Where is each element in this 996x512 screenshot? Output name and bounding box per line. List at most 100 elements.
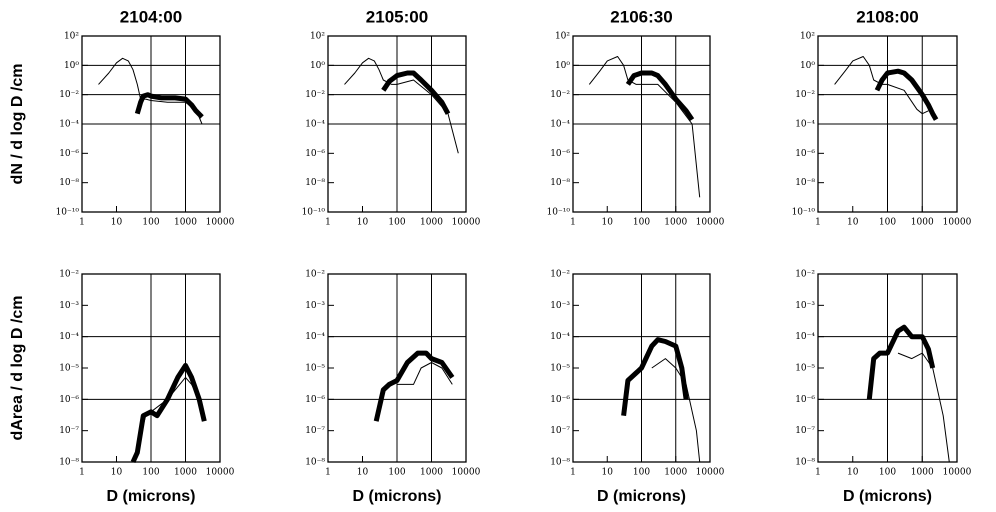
x-tick-label: 10000 (206, 218, 235, 228)
x-tick-label: 10000 (452, 218, 481, 228)
y-tick-label: 10⁻⁴ (305, 120, 325, 130)
y-tick-label: 10⁻⁷ (59, 426, 79, 436)
y-tick-label: 10⁻¹⁰ (56, 208, 80, 218)
y-tick-label: 10⁻⁸ (59, 178, 79, 188)
data-line (621, 337, 689, 417)
x-tick-label: 100 (633, 468, 650, 478)
x-tick-label: 10 (602, 468, 614, 478)
y-tick-label: 10⁻³ (550, 301, 570, 311)
x-tick-label: 10 (847, 468, 859, 478)
y-tick-label: 10⁻² (305, 90, 325, 100)
x-tick-label: 1 (79, 468, 85, 478)
y-tick-label: 10⁻² (59, 90, 79, 100)
y-tick-label: 10⁻¹⁰ (302, 208, 326, 218)
x-tick-label: 1000 (174, 218, 197, 228)
x-tick-label: 1000 (420, 218, 443, 228)
y-tick-label: 10⁻⁶ (550, 149, 570, 159)
data-line (381, 70, 451, 115)
x-axis-label: D (microns) (843, 488, 932, 505)
y-tick-label: 10⁻⁸ (305, 178, 325, 188)
x-tick-label: 10000 (943, 218, 972, 228)
x-tick-label: 10 (602, 218, 614, 228)
y-tick-label: 10⁻² (59, 270, 79, 280)
x-tick-label: 100 (879, 468, 896, 478)
y-tick-label: 10⁻⁷ (305, 426, 325, 436)
y-tick-label: 10⁻⁶ (305, 149, 325, 159)
y-tick-label: 10⁻² (795, 270, 815, 280)
y-tick-label: 10⁻⁴ (305, 332, 325, 342)
y-tick-label: 10⁻⁴ (550, 120, 570, 130)
x-tick-label: 10 (357, 468, 369, 478)
x-axis-label: D (microns) (353, 488, 442, 505)
data-line (625, 70, 695, 122)
y-tick-label: 10² (800, 32, 815, 42)
data-line (866, 324, 936, 400)
y-tick-label: 10⁻³ (795, 301, 815, 311)
chart-title: 2106:30 (610, 7, 672, 26)
y-tick-label: 10⁻⁷ (795, 426, 815, 436)
x-tick-label: 100 (142, 468, 159, 478)
y-tick-label: 10² (310, 32, 325, 42)
y-tick-label: 10⁻² (550, 90, 570, 100)
y-tick-label: 10⁻⁸ (795, 458, 815, 468)
x-tick-label: 100 (879, 218, 896, 228)
data-line (874, 68, 939, 121)
data-line (344, 57, 459, 154)
x-tick-label: 1 (570, 218, 576, 228)
data-line (897, 352, 950, 463)
x-tick-label: 1000 (664, 218, 687, 228)
x-tick-label: 1000 (174, 468, 197, 478)
y-axis-label: dArea / d log D /cm (9, 296, 26, 441)
x-tick-label: 1000 (911, 468, 934, 478)
x-tick-label: 1000 (911, 218, 934, 228)
x-tick-label: 100 (633, 218, 650, 228)
x-tick-label: 10 (111, 218, 123, 228)
x-axis-label: D (microns) (107, 488, 196, 505)
x-tick-label: 10000 (452, 468, 481, 478)
chart-title: 2104:00 (120, 7, 182, 26)
y-tick-label: 10⁻⁶ (795, 149, 815, 159)
y-tick-label: 10⁻² (795, 90, 815, 100)
x-tick-label: 10000 (943, 468, 972, 478)
x-tick-label: 10 (847, 218, 859, 228)
y-tick-label: 10⁻⁶ (550, 395, 570, 405)
x-tick-label: 1 (79, 218, 85, 228)
y-tick-label: 10⁻³ (305, 301, 325, 311)
x-tick-label: 1 (570, 468, 576, 478)
y-tick-label: 10⁻⁸ (59, 458, 79, 468)
y-tick-label: 10⁰ (64, 61, 79, 71)
x-tick-label: 10 (111, 468, 123, 478)
y-tick-label: 10⁻⁶ (59, 395, 79, 405)
data-line (134, 92, 204, 119)
x-tick-label: 100 (388, 218, 405, 228)
y-tick-label: 10⁻⁶ (59, 149, 79, 159)
x-tick-label: 100 (142, 218, 159, 228)
y-tick-label: 10⁻⁵ (305, 364, 325, 374)
y-tick-label: 10⁻⁵ (795, 364, 815, 374)
chart-title: 2108:00 (856, 7, 918, 26)
y-tick-label: 10⁻³ (59, 301, 79, 311)
x-tick-label: 1 (815, 468, 821, 478)
y-tick-label: 10⁰ (800, 61, 815, 71)
y-tick-label: 10⁻⁴ (795, 120, 815, 130)
y-tick-label: 10⁻¹⁰ (792, 208, 816, 218)
y-tick-label: 10⁻⁶ (795, 395, 815, 405)
data-line (588, 56, 701, 198)
y-axis-label: dN / d log D /cm (9, 64, 26, 185)
x-axis-label: D (microns) (597, 488, 686, 505)
y-tick-label: 10⁻⁴ (59, 120, 79, 130)
y-tick-label: 10⁻⁴ (795, 332, 815, 342)
y-tick-label: 10⁻⁴ (550, 332, 570, 342)
x-tick-label: 1000 (664, 468, 687, 478)
x-tick-label: 10000 (206, 468, 235, 478)
y-tick-label: 10⁻⁵ (550, 364, 570, 374)
x-tick-label: 1 (325, 468, 331, 478)
y-tick-label: 10⁻² (305, 270, 325, 280)
y-tick-label: 10² (555, 32, 570, 42)
x-tick-label: 1000 (420, 468, 443, 478)
x-tick-label: 100 (388, 468, 405, 478)
y-tick-label: 10⁻⁸ (550, 458, 570, 468)
y-tick-label: 10⁰ (555, 61, 570, 71)
x-tick-label: 1 (815, 218, 821, 228)
